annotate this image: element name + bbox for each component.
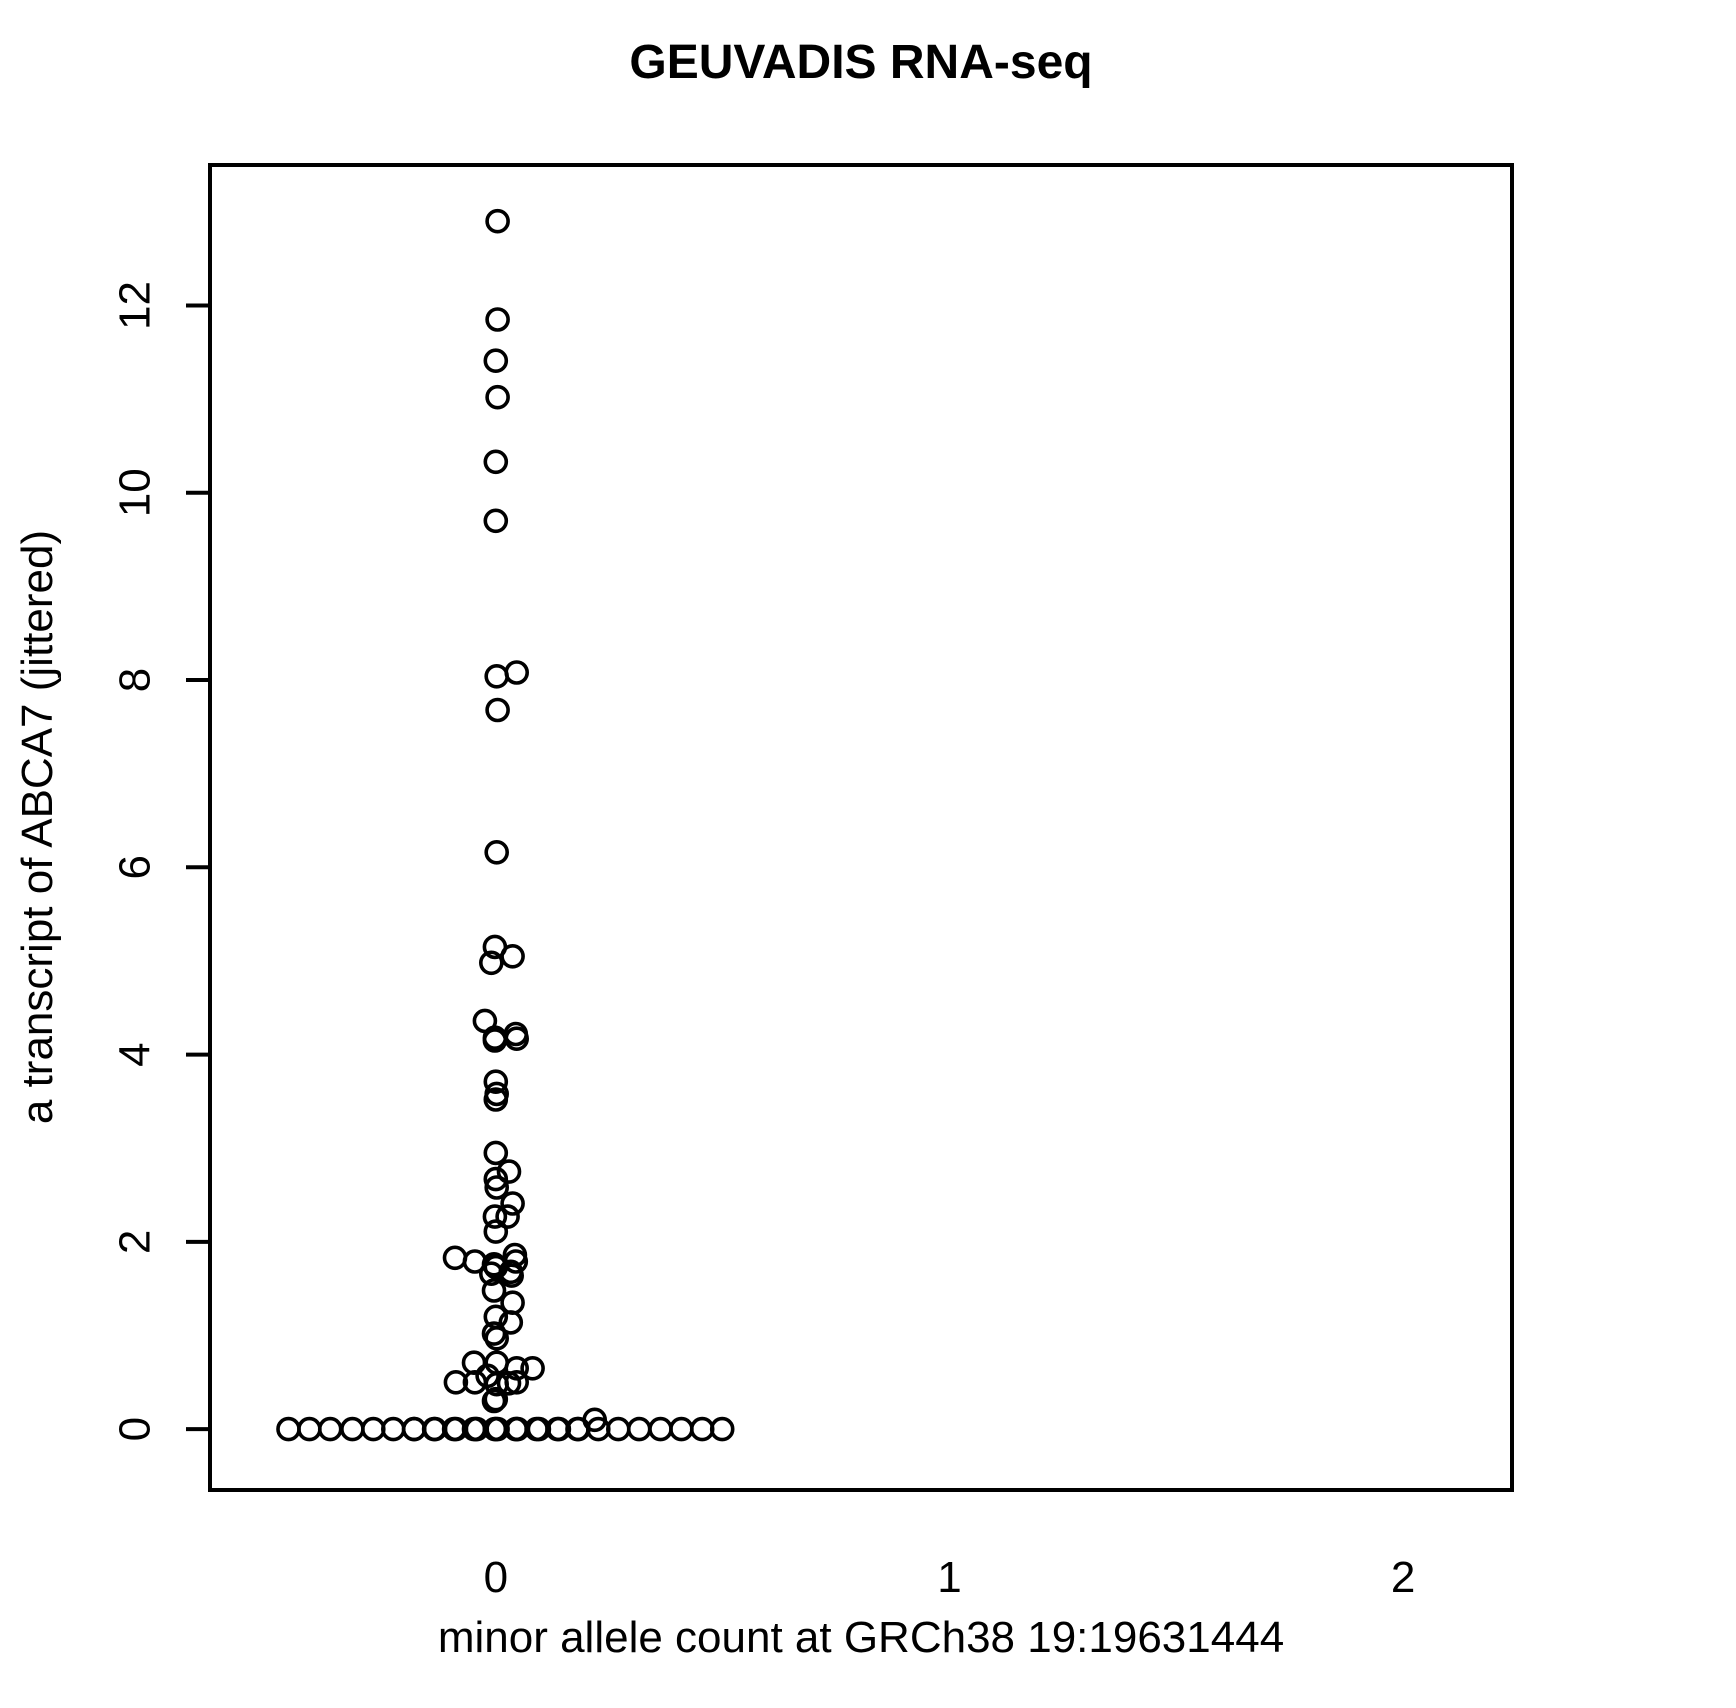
data-point — [478, 950, 504, 976]
data-point — [503, 1416, 529, 1442]
data-point — [582, 1407, 608, 1433]
y-tick-label: 4 — [111, 1042, 160, 1066]
data-point — [669, 1416, 694, 1442]
y-tick-label: 10 — [111, 468, 160, 517]
x-tick-label: 1 — [937, 1553, 961, 1602]
data-point — [484, 1326, 510, 1351]
x-axis-tick-labels: 0 1 2 — [484, 1553, 1416, 1602]
data-point — [443, 1370, 469, 1395]
data-point — [504, 1370, 530, 1395]
data-point — [360, 1416, 386, 1442]
data-point — [483, 1166, 509, 1192]
data-point — [485, 307, 510, 332]
x-tick-label: 0 — [484, 1553, 508, 1602]
data-point — [500, 1191, 525, 1216]
y-tick-label: 6 — [111, 855, 160, 879]
y-axis-ticks: 0 2 4 6 8 10 12 — [111, 281, 210, 1441]
data-point — [340, 1416, 365, 1442]
data-point — [504, 660, 530, 685]
data-point — [484, 839, 510, 865]
x-axis-label: minor allele count at GRCh38 19:19631444 — [438, 1613, 1284, 1662]
data-point — [483, 1140, 509, 1166]
data-point — [485, 697, 510, 723]
data-point — [485, 384, 510, 410]
data-point — [520, 1356, 545, 1381]
data-point — [496, 1159, 522, 1184]
data-point — [483, 348, 509, 374]
data-point — [401, 1416, 427, 1442]
data-point — [482, 1204, 508, 1229]
y-axis-label: a transcript of ABCA7 (jittered) — [13, 530, 62, 1124]
data-point — [500, 943, 525, 969]
data-point — [483, 508, 509, 534]
chart-title: GEUVADIS RNA-seq — [629, 36, 1092, 89]
data-point — [498, 1259, 524, 1285]
y-tick-label: 0 — [111, 1417, 160, 1441]
data-point — [481, 1278, 507, 1303]
data-point — [297, 1416, 322, 1442]
data-point — [483, 1386, 509, 1412]
data-points — [276, 208, 735, 1442]
data-point — [689, 1416, 715, 1442]
data-point — [484, 1175, 510, 1200]
data-point — [485, 208, 510, 234]
data-point — [648, 1416, 673, 1442]
data-point — [483, 1069, 509, 1094]
data-point — [483, 1219, 509, 1244]
y-tick-label: 12 — [111, 281, 160, 330]
data-point — [483, 1087, 509, 1112]
data-point — [500, 1290, 525, 1315]
y-tick-label: 8 — [111, 668, 160, 692]
data-point — [380, 1416, 406, 1442]
data-point — [484, 663, 510, 689]
data-point — [483, 449, 509, 475]
data-point — [605, 1416, 631, 1442]
x-tick-label: 2 — [1391, 1553, 1415, 1602]
y-tick-label: 2 — [111, 1230, 160, 1254]
plot-frame — [208, 163, 1514, 1492]
data-point — [317, 1416, 343, 1442]
data-point — [626, 1416, 652, 1442]
data-point — [709, 1416, 735, 1442]
data-point — [276, 1416, 301, 1442]
data-point — [504, 1026, 530, 1051]
data-point — [442, 1245, 468, 1271]
data-point — [495, 1204, 520, 1229]
